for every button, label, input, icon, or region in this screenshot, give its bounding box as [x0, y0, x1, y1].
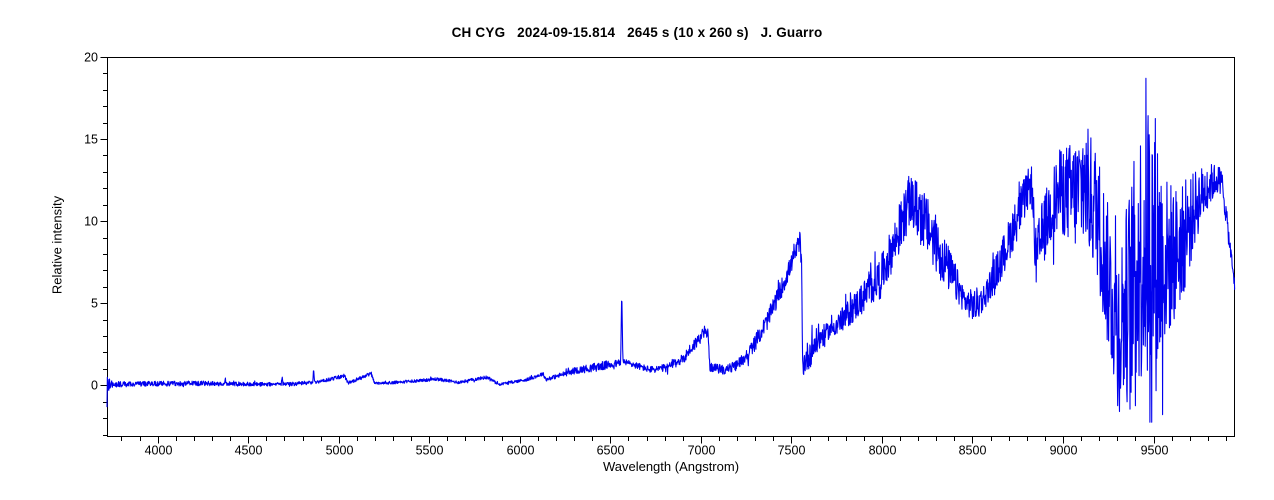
- y-tick-label: 5: [91, 297, 98, 311]
- x-tick-label: 9500: [1141, 444, 1169, 458]
- chart-title: CH CYG 2024-09-15.814 2645 s (10 x 260 s…: [451, 25, 823, 40]
- y-tick-label: 20: [84, 51, 98, 65]
- y-tick-label: 15: [84, 133, 98, 147]
- x-tick-label: 4000: [145, 444, 173, 458]
- x-tick-label: 5500: [416, 444, 444, 458]
- x-tick-label: 7500: [778, 444, 806, 458]
- x-tick-label: 7000: [688, 444, 716, 458]
- x-tick-label: 8000: [869, 444, 897, 458]
- plot-frame: [107, 57, 1235, 437]
- x-axis-title: Wavelength (Angstrom): [602, 459, 740, 474]
- x-tick-label: 8500: [959, 444, 987, 458]
- x-tick-label: 4500: [235, 444, 263, 458]
- y-tick-label: 0: [91, 379, 98, 393]
- x-tick-label: 6000: [507, 444, 535, 458]
- x-tick-label: 5000: [326, 444, 354, 458]
- x-tick-label: 9000: [1050, 444, 1078, 458]
- x-tick-label: 6500: [597, 444, 625, 458]
- y-tick-label: 10: [84, 215, 98, 229]
- spectrum-line: [106, 77, 1236, 423]
